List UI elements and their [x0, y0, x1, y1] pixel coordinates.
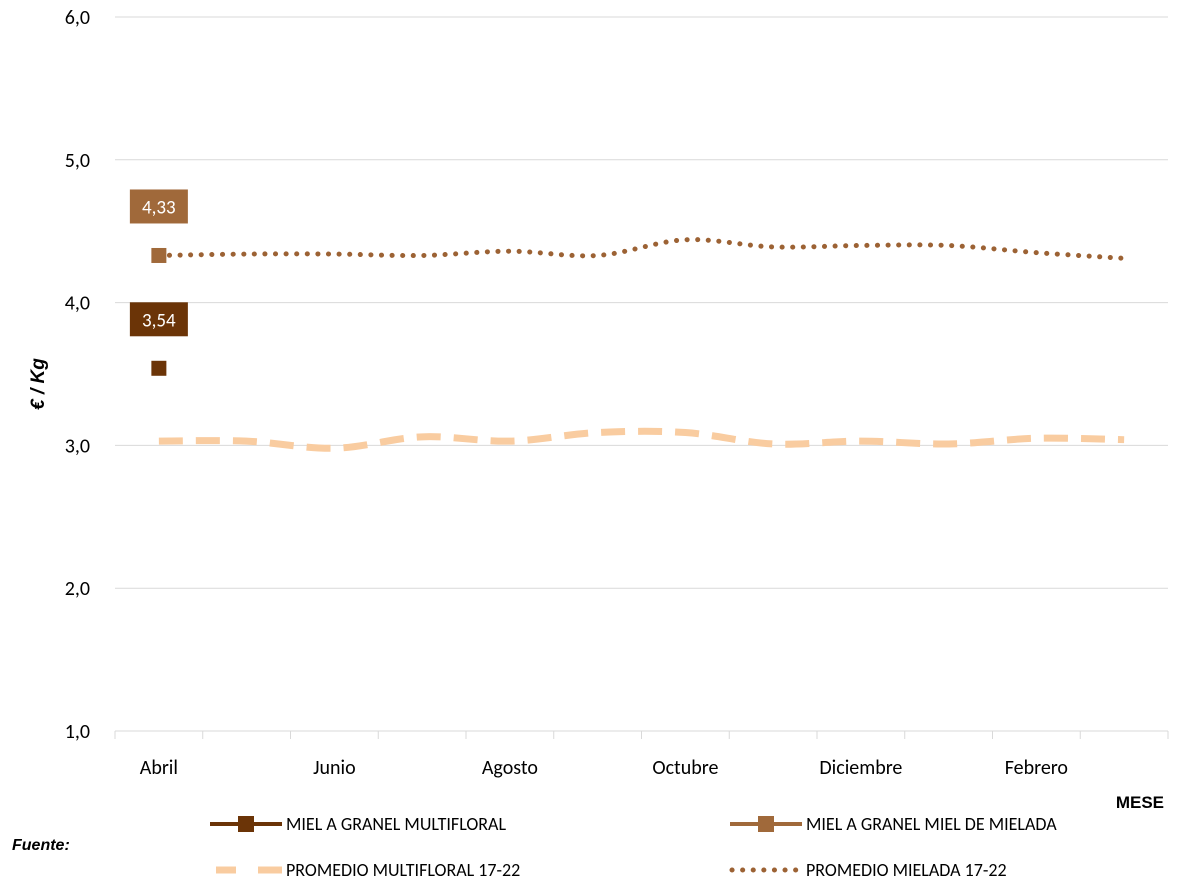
y-tick-label: 6,0 [65, 6, 90, 30]
source-label: Fuente: [12, 837, 70, 854]
series-line [158, 427, 1125, 452]
y-axis-title: € / Kg [28, 358, 49, 410]
y-tick-label: 4,0 [65, 292, 90, 316]
series-line [156, 237, 1127, 261]
data-label-box [129, 302, 188, 337]
gridlines [115, 16, 1168, 589]
legend-label: MIEL A GRANEL MIEL DE MIELADA [806, 813, 1057, 835]
x-tick-label: Febrero [1005, 756, 1068, 780]
data-point [151, 247, 167, 263]
y-tick-label: 5,0 [65, 149, 90, 173]
x-tick-label: Junio [313, 756, 356, 780]
data-label: 3,54 [142, 309, 176, 332]
data-label-box [129, 189, 188, 224]
series-lines [151, 237, 1127, 452]
legend-item: MIEL A GRANEL MULTIFLORAL [210, 813, 506, 835]
legend-label: PROMEDIO MIELADA 17-22 [806, 859, 1007, 881]
legend-label: MIEL A GRANEL MULTIFLORAL [286, 813, 506, 835]
x-tick-label: Abril [140, 756, 178, 780]
y-tick-label: 3,0 [65, 434, 90, 458]
legend-label: PROMEDIO MULTIFLORAL 17-22 [286, 859, 520, 881]
legend-item: PROMEDIO MIELADA 17-22 [729, 859, 1007, 881]
legend-item: PROMEDIO MULTIFLORAL 17-22 [216, 859, 520, 881]
data-labels: 3,54 4,33 [129, 189, 188, 337]
x-tick-label: Octubre [652, 756, 718, 780]
y-tick-labels: 1,0 2,0 3,0 4,0 5,0 6,0 [65, 6, 90, 744]
data-point [151, 360, 167, 376]
x-tick-label: Diciembre [819, 756, 902, 780]
legend: MIEL A GRANEL MULTIFLORAL MIEL A GRANEL M… [210, 813, 1057, 881]
y-tick-label: 1,0 [65, 720, 90, 744]
x-axis-title: MESE [1116, 793, 1164, 812]
x-tick-label: Agosto [482, 756, 538, 780]
legend-item: MIEL A GRANEL MIEL DE MIELADA [730, 813, 1057, 835]
data-label: 4,33 [142, 196, 176, 219]
legend-marker [238, 816, 254, 832]
y-tick-label: 2,0 [65, 577, 90, 601]
legend-marker [758, 816, 774, 832]
x-axis: Abril Junio Agosto Octubre Diciembre Febrero [114, 730, 1169, 780]
